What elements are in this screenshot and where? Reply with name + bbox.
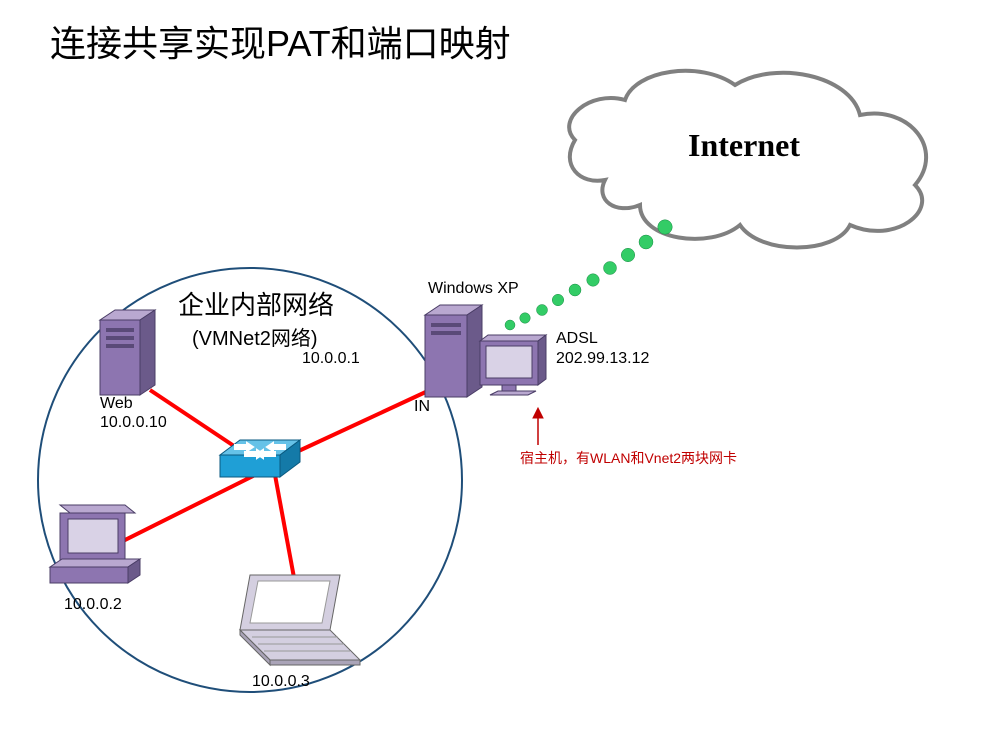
arrow-icon	[533, 408, 543, 445]
desktop-pc-icon	[50, 505, 140, 583]
internal-net-title: 企业内部网络	[178, 285, 334, 322]
gateway-wan-label: ADSL	[556, 330, 598, 348]
laptop-icon	[240, 575, 360, 665]
diagram-canvas	[0, 0, 1004, 731]
pc-ip: 10.0.0.2	[64, 596, 122, 614]
internal-net-subtitle: (VMNet2网络)	[192, 322, 318, 351]
cloud-label: Internet	[688, 127, 800, 164]
web-server-icon	[100, 310, 155, 395]
web-label: Web	[100, 395, 133, 413]
wan-dots	[505, 220, 672, 330]
gateway-inside-ip: 10.0.0.1	[302, 350, 360, 368]
gateway-inside-label: IN	[414, 398, 430, 416]
laptop-ip: 10.0.0.3	[252, 673, 310, 691]
gateway-note: 宿主机，有WLAN和Vnet2两块网卡	[520, 448, 737, 468]
switch-icon	[220, 440, 300, 477]
gateway-os-label: Windows XP	[428, 280, 519, 298]
gateway-wan-ip: 202.99.13.12	[556, 350, 649, 368]
web-ip: 10.0.0.10	[100, 414, 167, 432]
